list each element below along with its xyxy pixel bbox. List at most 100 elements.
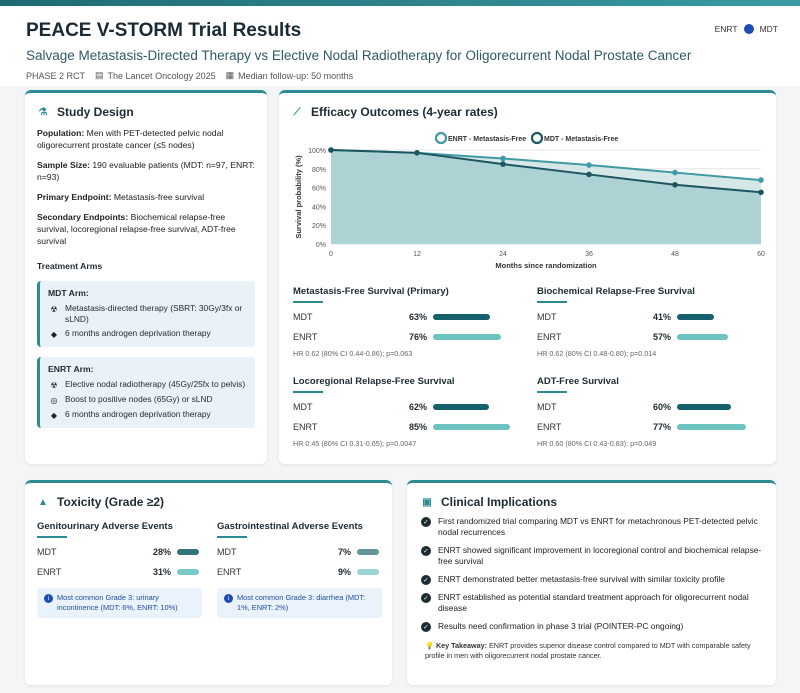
- x-axis-label: Months since randomization: [495, 261, 597, 270]
- pills-icon: ◆: [50, 329, 58, 339]
- arm-label: MDT: [537, 402, 557, 412]
- mdt-arm-item: ◆ 6 months androgen deprivation therapy: [48, 328, 247, 340]
- arm-label: ENRT: [537, 332, 562, 342]
- target-icon: ◎: [50, 395, 58, 405]
- outcome-title: Biochemical Relapse-Free Survival: [537, 286, 695, 297]
- book-icon: ▤: [95, 70, 104, 80]
- radiation-icon: ☢: [50, 304, 58, 314]
- check-circle-icon: ✓: [421, 593, 431, 603]
- outcome-panel: ADT-Free Survival MDT 60% ENRT 77% HR 0.60 (8…: [537, 376, 769, 456]
- page-title: PEACE V-STORM Trial Results: [26, 20, 302, 41]
- y-tick-label: 20%: [312, 223, 326, 230]
- y-axis-label: Survival probability (%): [294, 155, 303, 239]
- study-design-card: ⚗ Study Design Population: Men with PET-…: [25, 90, 267, 464]
- arm-label: ENRT: [37, 567, 62, 577]
- enrt-arm-title: ENRT Arm:: [48, 364, 94, 374]
- legend-dot-icon: [743, 24, 754, 34]
- gu-mdt-value: 28%: [152, 547, 171, 557]
- arm-label: MDT: [293, 312, 313, 322]
- outcome-enrt-bar: [677, 424, 747, 430]
- mdt-point: [672, 181, 678, 188]
- y-tick-label: 100%: [308, 148, 326, 155]
- gu-mdt-bar: [177, 549, 199, 555]
- enrt-arm-item: ☢ Elective nodal radiotherapy (45Gy/25fx …: [48, 379, 247, 391]
- meta-row: PHASE 2 RCT ▤ The Lancet Oncology 2025 ▦ M…: [26, 70, 774, 81]
- outcome-underline: [293, 301, 323, 303]
- gi-mdt-row: MDT 7%: [217, 546, 382, 558]
- y-tick-label: 60%: [312, 186, 326, 193]
- gu-enrt-bar: [177, 569, 199, 575]
- clinical-card: ▣ Clinical Implications ✓ First randomize…: [407, 480, 776, 685]
- gi-enrt-value: 9%: [337, 567, 351, 577]
- gu-mdt-row: MDT 28%: [37, 546, 202, 558]
- mdt-arm-item: ☢ Metastasis-directed therapy (SBRT: 30Gy…: [48, 303, 247, 325]
- survival-chart: 0% 20% 40% 60% 80% 100% 0 12 24 36 48 60 Months sinc…: [279, 127, 776, 367]
- arm-label: ENRT: [537, 422, 562, 432]
- arm-label: MDT: [217, 547, 237, 557]
- outcome-hr: HR 0.62 (80% CI 0.48-0.80); p=0.014: [537, 349, 657, 358]
- toxicity-card: ▲ Toxicity (Grade ≥2) Genitourinary Adve…: [25, 480, 392, 685]
- outcome-enrt-bar: [433, 424, 510, 430]
- outcome-enrt-row: ENRT 85%: [293, 421, 525, 433]
- legend-mdt: MDT: [759, 24, 778, 34]
- clinical-item: ✓ First randomized trial comparing MDT vs…: [421, 516, 762, 538]
- outcome-mdt-value: 60%: [652, 402, 671, 412]
- outcome-hr: HR 0.60 (80% CI 0.43-0.83); p=0.049: [537, 439, 657, 448]
- gi-enrt-bar: [357, 569, 379, 575]
- mdt-area: [331, 150, 761, 244]
- header-legend: ENRT MDT: [715, 24, 778, 34]
- enrt-point: [758, 177, 764, 183]
- outcome-panel: Biochemical Relapse-Free Survival MDT 41% E…: [537, 286, 769, 366]
- study-population: Population: Men with PET-detected pelvic…: [37, 128, 224, 150]
- outcome-mdt-row: MDT 41%: [537, 311, 769, 323]
- outcome-enrt-row: ENRT 76%: [293, 331, 525, 343]
- mdt-line: [330, 149, 762, 194]
- arm-label: MDT: [37, 547, 57, 557]
- check-circle-icon: ✓: [421, 546, 431, 556]
- gu-title: Genitourinary Adverse Events: [37, 521, 173, 532]
- x-tick-label: 36: [585, 251, 593, 258]
- flask-icon: ⚗: [38, 106, 48, 118]
- gu-events: Genitourinary Adverse Events MDT 28% ENR…: [37, 521, 202, 618]
- enrt-point: [500, 155, 506, 162]
- outcome-mdt-row: MDT 63%: [293, 311, 525, 323]
- outcome-hr: HR 0.45 (80% CI 0.31-0.65); p=0.0047: [293, 439, 417, 448]
- outcome-enrt-value: 85%: [408, 422, 427, 432]
- y-tick-label: 80%: [312, 167, 326, 174]
- outcome-title: Locoregional Relapse-Free Survival: [293, 376, 455, 387]
- key-takeaway: 💡 Key Takeaway: ENRT provides superior d…: [425, 641, 751, 660]
- outcome-mdt-value: 63%: [408, 312, 427, 322]
- mdt-point: [758, 189, 764, 196]
- outcome-panel: Metastasis-Free Survival (Primary) MDT 63%…: [293, 286, 525, 366]
- outcome-mdt-value: 62%: [408, 402, 427, 412]
- survival-chart-svg: 0% 20% 40% 60% 80% 100% 0 12 24 36 48 60 Months sinc…: [294, 131, 765, 270]
- efficacy-title: ⟋ Efficacy Outcomes (4-year rates): [291, 105, 764, 119]
- clipboard-icon: ▣: [422, 496, 432, 508]
- gu-underline: [37, 536, 67, 538]
- outcome-enrt-value: 57%: [652, 332, 671, 342]
- enrt-arm-item: ◆ 6 months androgen deprivation therapy: [48, 409, 247, 421]
- study-primary-endpoint: Primary Endpoint: Metastasis-free surviv…: [37, 192, 205, 202]
- outcome-mdt-bar: [433, 314, 490, 320]
- calendar-icon: ▦: [225, 70, 235, 80]
- mdt-point: [586, 171, 592, 178]
- clinical-item: ✓ ENRT established as potential standard …: [421, 592, 762, 614]
- gi-underline: [217, 536, 247, 538]
- outcome-mdt-row: MDT 60%: [537, 401, 769, 413]
- clinical-item: ✓ ENRT showed significant improvement in …: [421, 545, 762, 567]
- clinical-list: ✓ First randomized trial comparing MDT vs…: [421, 516, 762, 632]
- enrt-arm-box: ENRT Arm: ☢ Elective nodal radiotherapy (…: [37, 357, 255, 428]
- gi-mdt-value: 7%: [337, 547, 351, 557]
- info-icon: i: [224, 594, 233, 603]
- outcome-enrt-row: ENRT 77%: [537, 421, 769, 433]
- gi-events: Gastrointestinal Adverse Events MDT 7% E…: [217, 521, 382, 618]
- line-chart-icon: ⟋: [293, 106, 301, 118]
- x-tick-label: 24: [499, 251, 507, 258]
- gi-note: i Most common Grade 3: diarrhea (MDT: 1%,…: [217, 588, 382, 618]
- mdt-point: [500, 161, 506, 167]
- outcome-mdt-bar: [677, 314, 714, 320]
- mdt-point: [414, 150, 420, 156]
- gi-mdt-bar: [357, 549, 379, 555]
- study-sample-size: Sample Size: 190 evaluable patients (MDT…: [37, 160, 255, 182]
- y-tick-label: 40%: [312, 204, 326, 211]
